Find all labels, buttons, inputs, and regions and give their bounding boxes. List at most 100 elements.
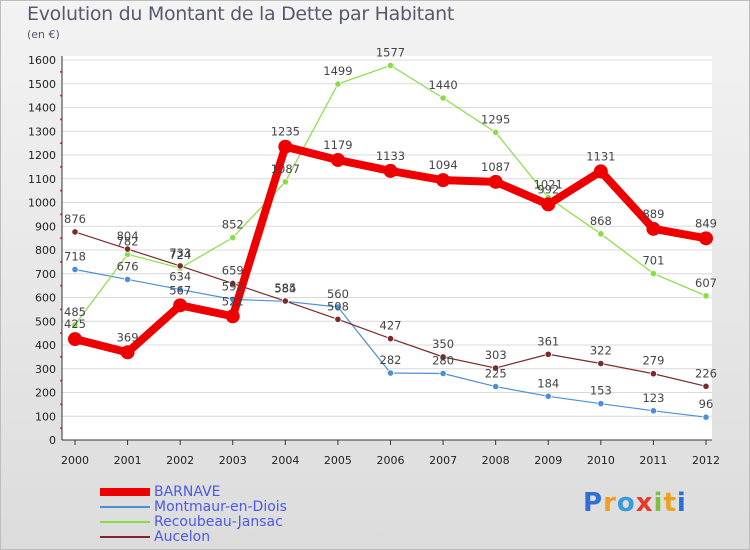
data-point bbox=[386, 334, 395, 343]
data-label: 369 bbox=[117, 330, 139, 344]
data-point bbox=[593, 164, 608, 179]
data-label: 1094 bbox=[428, 158, 457, 172]
y-tick-label: 300 bbox=[35, 363, 56, 376]
data-label: 123 bbox=[642, 391, 664, 405]
data-point bbox=[71, 228, 79, 236]
data-label: 849 bbox=[695, 216, 717, 230]
data-point bbox=[120, 345, 135, 360]
data-label: 1087 bbox=[271, 162, 300, 176]
data-point bbox=[439, 353, 447, 361]
data-label: 868 bbox=[590, 214, 612, 228]
data-label: 1179 bbox=[323, 138, 352, 152]
x-tick-label: 2003 bbox=[219, 454, 247, 467]
x-tick-label: 2005 bbox=[324, 454, 352, 467]
data-label: 361 bbox=[537, 334, 559, 348]
data-label: 1577 bbox=[376, 45, 405, 59]
data-label: 607 bbox=[695, 276, 717, 290]
data-point bbox=[123, 245, 132, 253]
legend-label: BARNAVE bbox=[154, 484, 221, 500]
data-label: 153 bbox=[590, 384, 612, 398]
legend-label: Montmaur-en-Diois bbox=[154, 499, 287, 515]
x-tick-label: 2001 bbox=[114, 454, 142, 467]
data-point bbox=[597, 230, 605, 238]
data-point bbox=[439, 369, 447, 378]
data-label: 1499 bbox=[323, 64, 352, 78]
data-label: 279 bbox=[642, 354, 664, 368]
data-label: 226 bbox=[695, 366, 717, 380]
chart-title: Evolution du Montant de la Dette par Hab… bbox=[27, 3, 455, 25]
data-label: 303 bbox=[485, 348, 507, 362]
data-label: 567 bbox=[169, 283, 191, 297]
data-point bbox=[386, 61, 395, 70]
data-label: 1440 bbox=[428, 78, 457, 92]
legend-label: Aucelon bbox=[154, 529, 211, 545]
data-point bbox=[649, 370, 658, 378]
data-label: 804 bbox=[117, 229, 139, 243]
data-point bbox=[334, 80, 342, 88]
data-point bbox=[334, 315, 342, 323]
x-tick-label: 2009 bbox=[534, 454, 562, 467]
x-tick-label: 2006 bbox=[377, 454, 405, 467]
data-label: 560 bbox=[327, 287, 349, 301]
legend-item: BARNAVE bbox=[100, 485, 221, 499]
proxiti-logo: Proxiti bbox=[583, 488, 687, 518]
data-label: 1235 bbox=[271, 125, 300, 139]
y-tick-label: 500 bbox=[35, 315, 56, 328]
data-point bbox=[597, 359, 605, 368]
data-label: 282 bbox=[380, 353, 402, 367]
data-point bbox=[281, 178, 289, 186]
y-tick-label: 1300 bbox=[28, 125, 56, 138]
data-label: 280 bbox=[432, 354, 454, 368]
data-point bbox=[386, 369, 395, 377]
data-label: 427 bbox=[380, 319, 402, 333]
data-label: 1295 bbox=[481, 112, 510, 126]
data-label: 225 bbox=[485, 367, 507, 381]
data-label: 701 bbox=[642, 254, 664, 268]
data-label: 876 bbox=[64, 212, 86, 226]
data-point bbox=[702, 292, 710, 300]
data-label: 676 bbox=[117, 259, 139, 273]
data-label: 634 bbox=[169, 269, 191, 283]
data-label: 508 bbox=[327, 299, 349, 313]
data-point bbox=[439, 94, 447, 102]
data-point bbox=[229, 279, 237, 288]
data-label: 1131 bbox=[586, 149, 615, 163]
data-point bbox=[229, 234, 237, 242]
y-tick-label: 1100 bbox=[28, 173, 56, 186]
data-label: 659 bbox=[222, 263, 244, 277]
y-tick-label: 1500 bbox=[28, 78, 56, 91]
x-tick-label: 2008 bbox=[482, 454, 510, 467]
y-tick-label: 600 bbox=[35, 292, 56, 305]
data-label: 485 bbox=[64, 305, 86, 319]
data-label: 350 bbox=[432, 337, 454, 351]
data-point bbox=[544, 350, 552, 358]
x-tick-label: 2004 bbox=[271, 454, 299, 467]
data-label: 724 bbox=[169, 248, 191, 262]
data-point bbox=[488, 174, 503, 189]
data-point bbox=[123, 275, 132, 284]
legend-swatch bbox=[100, 536, 150, 538]
data-point bbox=[541, 197, 556, 212]
y-tick-label: 1200 bbox=[28, 149, 56, 162]
legend-item: Montmaur-en-Diois bbox=[100, 500, 287, 514]
data-label: 852 bbox=[222, 218, 244, 232]
legend-swatch bbox=[100, 506, 150, 508]
data-point bbox=[278, 139, 293, 154]
data-point bbox=[334, 303, 342, 311]
data-point bbox=[281, 297, 289, 305]
x-tick-label: 2011 bbox=[639, 454, 667, 467]
x-tick-label: 2007 bbox=[429, 454, 457, 467]
data-point bbox=[702, 413, 710, 421]
y-tick-label: 900 bbox=[35, 220, 56, 233]
x-tick-label: 2010 bbox=[587, 454, 615, 467]
legend-item: Recoubeau-Jansac bbox=[100, 515, 283, 529]
data-point bbox=[176, 262, 184, 270]
data-point bbox=[492, 364, 500, 372]
data-label: 592 bbox=[222, 279, 244, 293]
data-point bbox=[176, 285, 184, 294]
plot-area bbox=[62, 56, 712, 440]
data-label: 521 bbox=[222, 294, 244, 308]
data-point bbox=[436, 173, 451, 188]
data-point bbox=[597, 400, 605, 408]
data-point bbox=[544, 392, 552, 400]
